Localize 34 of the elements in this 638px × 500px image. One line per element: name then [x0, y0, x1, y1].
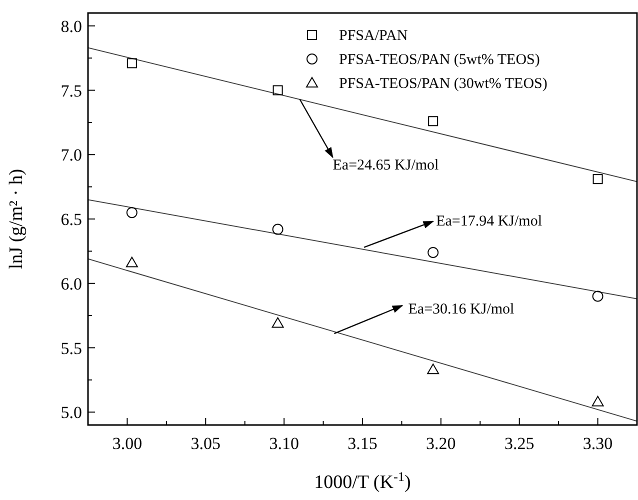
y-tick-label: 6.0: [60, 274, 82, 294]
point: [126, 256, 138, 268]
legend-label: PFSA-TEOS/PAN (5wt% TEOS): [339, 52, 540, 68]
x-tick-label: 3.00: [112, 434, 142, 453]
legend-label: PFSA/PAN: [339, 28, 408, 44]
point: [126, 207, 138, 218]
y-tick-label: 7.5: [60, 81, 82, 100]
point: [272, 224, 284, 235]
annotation: Ea=30.16 KJ/mol: [408, 302, 514, 318]
point: [592, 396, 604, 406]
x-tick-label: 3.15: [348, 434, 378, 453]
x-tick-label: 3.30: [582, 434, 613, 453]
point: [272, 317, 284, 328]
x-tick-label: 3.10: [269, 434, 299, 453]
x-tick-label: 3.20: [426, 434, 456, 453]
y-tick-label: 8.0: [60, 16, 82, 36]
legend-label: PFSA-TEOS/PAN (30wt% TEOS): [339, 76, 548, 92]
x-axis-title: 1000/T (K$^{-1}$): [314, 468, 411, 493]
y-tick-label: 5.5: [60, 338, 82, 358]
point: [428, 246, 439, 258]
y-tick-label: 5.0: [60, 403, 82, 422]
y-tick-label: 7.0: [60, 146, 82, 165]
point: [126, 58, 137, 68]
y-axis-title: lnJ (g/m² · h): [6, 168, 27, 270]
annotation: Ea=17.94 KJ/mol: [436, 213, 542, 230]
annotation: Ea=24.65 KJ/mol: [332, 157, 439, 174]
x-tick-label: 3.05: [190, 434, 221, 453]
point: [427, 364, 440, 374]
point: [592, 174, 603, 184]
point: [272, 85, 283, 96]
point: [428, 116, 438, 126]
x-tick-label: 3.25: [504, 434, 534, 453]
y-tick-label: 6.5: [60, 210, 82, 229]
point: [592, 290, 604, 302]
